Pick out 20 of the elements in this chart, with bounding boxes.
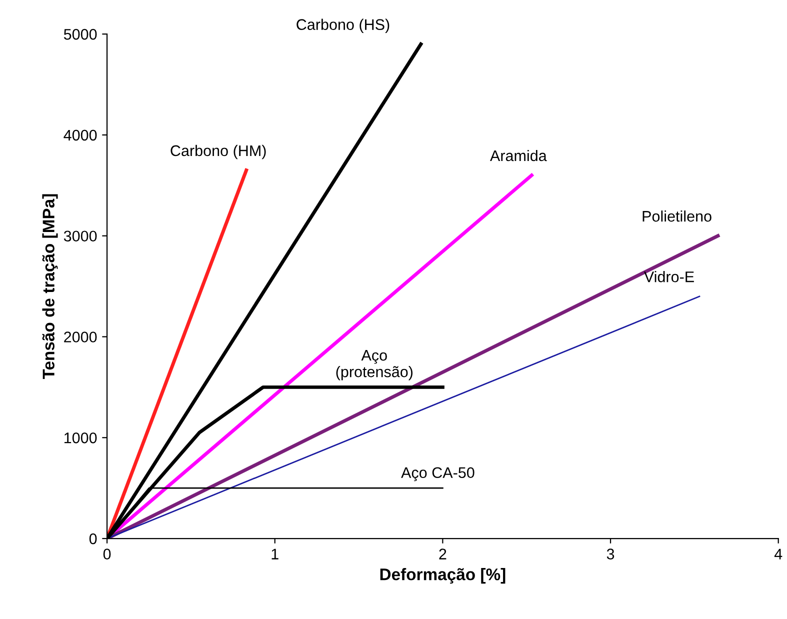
x-axis-title: Deformação [%]	[380, 568, 506, 584]
y-tick-label: 2000	[64, 332, 97, 342]
annotation: Carbono (HM)	[170, 144, 266, 160]
x-tick-label: 4	[774, 548, 782, 560]
x-tick-label: 1	[272, 548, 278, 560]
y-tick-label: 0	[89, 533, 97, 544]
x-tick-label: 2	[439, 548, 446, 560]
y-axis-title: Tensão de tração [MPa]	[42, 194, 58, 380]
annotation: Carbono (HS)	[296, 18, 390, 34]
y-tick-label: 4000	[64, 130, 97, 141]
annotation: Polietileno	[642, 210, 712, 222]
annotation: Vidro-E	[644, 271, 694, 282]
y-tick-label: 3000	[64, 230, 97, 242]
y-tick-label: 5000	[64, 28, 97, 40]
x-tick-label: 0	[103, 548, 111, 560]
y-tick-label: 1000	[64, 432, 97, 444]
annotation: Aço CA-50	[401, 467, 474, 482]
annotation: Aramida	[490, 150, 547, 162]
x-tick-label: 3	[606, 548, 614, 560]
annotation: Aço (protensão)	[336, 350, 413, 380]
